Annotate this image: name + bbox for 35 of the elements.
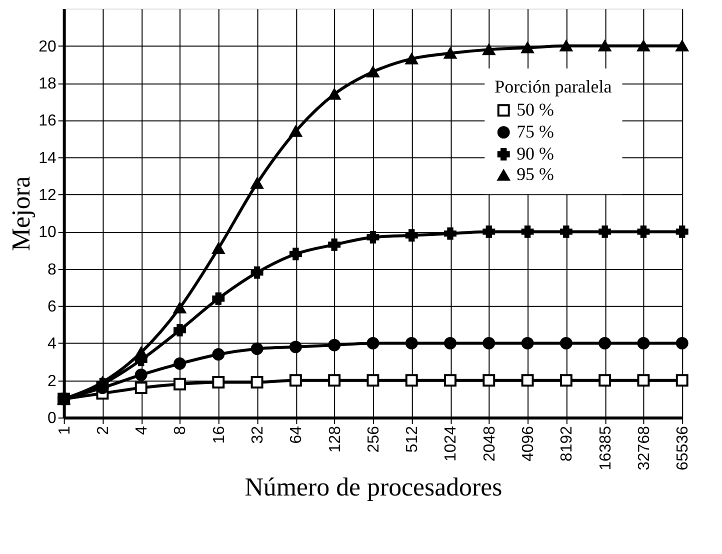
y-tick-label: 8 [47, 261, 56, 278]
x-tick-label: 512 [404, 426, 422, 453]
y-tick-label: 6 [47, 298, 56, 316]
x-tick-label: 65536 [674, 426, 692, 470]
legend-label: 75 % [516, 121, 554, 142]
legend-title: Porción paralela [494, 76, 612, 96]
x-tick-label: 8 [172, 426, 190, 435]
y-tick-label: 2 [47, 372, 56, 390]
y-tick-label: 16 [38, 112, 56, 130]
y-tick-label: 14 [38, 150, 56, 167]
x-tick-label: 32768 [636, 426, 653, 470]
y-tick-label: 0 [47, 410, 56, 428]
y-tick-label: 20 [38, 38, 56, 56]
x-tick-label: 2048 [481, 426, 498, 462]
x-tick-label: 8192 [558, 426, 576, 462]
x-tick-label: 2 [94, 426, 112, 435]
x-axis-title: Número de procesadores [244, 472, 502, 502]
x-tick-label: 1 [56, 426, 74, 435]
legend-label: 50 % [516, 99, 554, 120]
x-tick-label: 64 [288, 426, 306, 444]
x-tick-label: 4096 [520, 426, 538, 462]
x-tick-label: 32 [250, 426, 267, 444]
x-tick-label: 256 [365, 426, 382, 453]
legend-label: 90 % [516, 143, 554, 164]
x-tick-label: 16385 [597, 426, 614, 470]
x-tick-label: 1024 [442, 426, 460, 462]
x-tick-label: 16 [210, 426, 228, 444]
y-tick-label: 10 [38, 224, 56, 242]
x-tick-label: 128 [326, 426, 344, 453]
legend-label: 95 % [516, 164, 554, 184]
y-tick-label: 4 [47, 336, 56, 353]
y-axis-title: Mejora [6, 176, 36, 252]
y-tick-label: 12 [38, 187, 56, 204]
x-tick-label: 4 [134, 426, 151, 435]
y-tick-label: 18 [38, 76, 56, 92]
